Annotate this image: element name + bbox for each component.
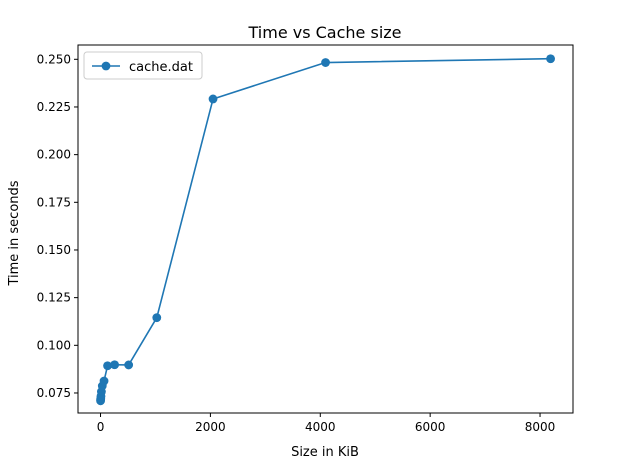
legend-box [83,51,203,80]
y-tick-label: 0.175 [37,195,71,209]
data-point [103,361,112,371]
y-axis: 0.075 0.100 0.125 0.150 0.175 0.200 0.225 0.250 [37,52,78,400]
y-tick-label: 0.125 [37,291,71,305]
legend-marker [101,61,111,71]
legend: cache.dat [83,51,203,80]
x-tick-label: 4000 [305,420,336,434]
data-point [152,313,162,323]
y-axis-title: Time in seconds [7,180,22,286]
y-tick-label: 0.225 [37,100,71,114]
y-tick-label: 0.200 [37,148,71,162]
x-tick-label: 2000 [195,420,226,434]
data-point [99,376,109,386]
x-axis-title: Size in KiB [291,445,359,460]
y-tick-label: 0.250 [37,52,71,66]
data-point [110,360,119,370]
plot-area [77,44,574,414]
series-layer [96,54,555,406]
data-point [208,94,218,104]
x-tick-label: 8000 [525,420,556,434]
data-point [124,360,134,370]
x-tick-label: 6000 [415,420,446,434]
x-tick-label: 0 [97,420,105,434]
data-point [321,58,330,67]
x-axis: 0 2000 4000 6000 8000 [97,413,556,434]
plot-frame [77,44,574,414]
y-tick-label: 0.075 [37,386,71,400]
y-tick-label: 0.100 [37,338,71,352]
legend-label: cache.dat [129,60,193,75]
y-tick-label: 0.150 [37,243,71,257]
data-point [546,54,555,64]
chart-title: Time vs Cache size [248,23,402,42]
